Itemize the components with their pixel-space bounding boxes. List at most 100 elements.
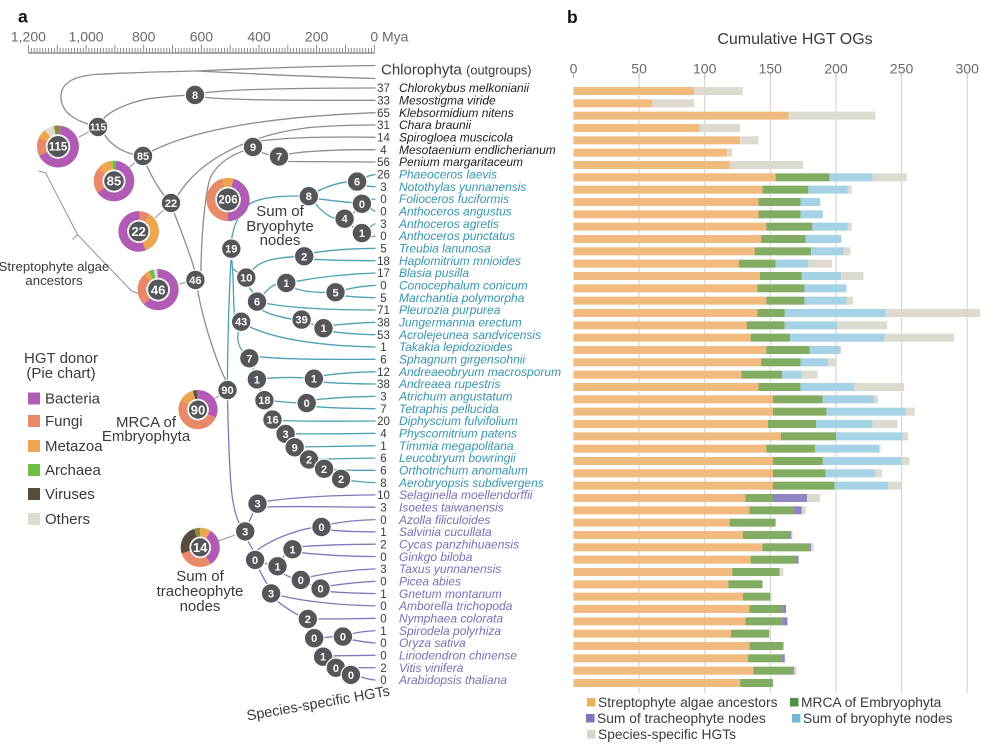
svg-text:Cycas panzhihuaensis: Cycas panzhihuaensis bbox=[399, 538, 519, 552]
svg-text:0: 0 bbox=[380, 207, 386, 219]
svg-text:Atrichum angustatum: Atrichum angustatum bbox=[398, 390, 512, 404]
svg-text:2: 2 bbox=[301, 251, 307, 263]
svg-text:Liriodendron chinense: Liriodendron chinense bbox=[399, 649, 517, 663]
svg-text:53: 53 bbox=[377, 330, 390, 342]
svg-text:2: 2 bbox=[338, 474, 344, 486]
svg-text:18: 18 bbox=[258, 395, 270, 407]
svg-text:37: 37 bbox=[377, 83, 390, 95]
svg-text:Vitis vinifera: Vitis vinifera bbox=[399, 661, 464, 675]
svg-text:3: 3 bbox=[380, 219, 386, 231]
svg-text:Azolla filiculoides: Azolla filiculoides bbox=[398, 513, 490, 527]
svg-text:38: 38 bbox=[377, 318, 390, 330]
svg-text:200: 200 bbox=[824, 61, 848, 77]
svg-text:71: 71 bbox=[377, 305, 390, 317]
svg-text:0: 0 bbox=[318, 522, 324, 534]
svg-text:12: 12 bbox=[377, 367, 390, 379]
svg-text:Archaea: Archaea bbox=[45, 462, 102, 479]
svg-text:115: 115 bbox=[49, 142, 68, 154]
svg-text:MRCA of Embryophyta: MRCA of Embryophyta bbox=[801, 695, 942, 710]
svg-text:Mesostigma viride: Mesostigma viride bbox=[399, 94, 496, 108]
svg-text:90: 90 bbox=[191, 402, 205, 417]
svg-text:600: 600 bbox=[190, 29, 214, 45]
svg-text:b: b bbox=[567, 7, 578, 27]
svg-text:6: 6 bbox=[380, 355, 386, 367]
svg-text:Isoetes taiwanensis: Isoetes taiwanensis bbox=[399, 501, 504, 515]
svg-text:17: 17 bbox=[377, 268, 390, 280]
svg-text:Aerobryopsis subdivergens: Aerobryopsis subdivergens bbox=[398, 476, 544, 490]
svg-text:3: 3 bbox=[380, 182, 386, 194]
svg-text:1: 1 bbox=[380, 626, 386, 638]
svg-text:0: 0 bbox=[380, 577, 386, 589]
svg-text:tracheophyte: tracheophyte bbox=[157, 583, 244, 600]
svg-text:Spirogloea muscicola: Spirogloea muscicola bbox=[399, 131, 513, 145]
svg-text:(Pie chart): (Pie chart) bbox=[26, 365, 95, 382]
svg-text:6: 6 bbox=[254, 297, 260, 309]
svg-text:Pleurozia purpurea: Pleurozia purpurea bbox=[399, 303, 501, 317]
svg-text:Marchantia polymorpha: Marchantia polymorpha bbox=[399, 291, 525, 305]
svg-text:90: 90 bbox=[221, 385, 233, 397]
svg-text:3: 3 bbox=[380, 564, 386, 576]
svg-text:Orthotrichum anomalum: Orthotrichum anomalum bbox=[399, 464, 528, 478]
svg-text:3: 3 bbox=[268, 588, 274, 600]
svg-text:2: 2 bbox=[321, 464, 327, 476]
svg-text:4: 4 bbox=[380, 145, 387, 157]
svg-text:0: 0 bbox=[318, 584, 324, 596]
svg-text:1: 1 bbox=[380, 527, 386, 539]
svg-text:Arabidopsis thaliana: Arabidopsis thaliana bbox=[398, 673, 507, 687]
svg-text:Timmia megapolitana: Timmia megapolitana bbox=[399, 439, 514, 453]
svg-text:Streptophyte algae: Streptophyte algae bbox=[0, 259, 109, 274]
svg-text:206: 206 bbox=[218, 195, 237, 207]
svg-text:0: 0 bbox=[380, 231, 386, 243]
svg-text:0: 0 bbox=[304, 398, 310, 410]
svg-text:Andreaeobryum macrosporum: Andreaeobryum macrosporum bbox=[398, 365, 561, 379]
svg-text:26: 26 bbox=[377, 170, 390, 182]
svg-text:20: 20 bbox=[377, 416, 390, 428]
svg-text:Fungi: Fungi bbox=[45, 413, 83, 430]
svg-text:46: 46 bbox=[189, 275, 201, 287]
svg-text:Leucobryum bowringii: Leucobryum bowringii bbox=[399, 451, 516, 465]
svg-text:Penium margaritaceum: Penium margaritaceum bbox=[399, 155, 523, 169]
svg-text:18: 18 bbox=[377, 256, 390, 268]
svg-text:7: 7 bbox=[246, 353, 252, 365]
svg-text:Takakia lepidozioides: Takakia lepidozioides bbox=[399, 340, 513, 354]
svg-text:2: 2 bbox=[380, 540, 386, 552]
svg-text:1: 1 bbox=[289, 544, 295, 556]
svg-text:1: 1 bbox=[254, 374, 260, 386]
svg-text:14: 14 bbox=[377, 133, 390, 145]
svg-text:0: 0 bbox=[380, 675, 386, 687]
svg-text:8: 8 bbox=[306, 191, 312, 203]
svg-text:150: 150 bbox=[759, 61, 783, 77]
svg-text:Bryophyte: Bryophyte bbox=[246, 218, 314, 235]
svg-text:0: 0 bbox=[311, 633, 317, 645]
svg-text:1,200: 1,200 bbox=[11, 29, 46, 45]
svg-text:22: 22 bbox=[131, 224, 145, 239]
svg-text:Chlorophyta (outgroups): Chlorophyta (outgroups) bbox=[381, 62, 532, 79]
svg-text:10: 10 bbox=[377, 490, 390, 502]
svg-text:1: 1 bbox=[359, 228, 365, 240]
svg-text:6: 6 bbox=[380, 466, 386, 478]
svg-text:Amborella trichopoda: Amborella trichopoda bbox=[398, 599, 513, 613]
svg-text:Sum of tracheophyte nodes: Sum of tracheophyte nodes bbox=[597, 711, 766, 726]
svg-text:Diphyscium fulvifolium: Diphyscium fulvifolium bbox=[399, 414, 518, 428]
svg-text:0: 0 bbox=[380, 194, 386, 206]
svg-text:8: 8 bbox=[192, 90, 198, 102]
svg-text:Others: Others bbox=[45, 511, 90, 528]
svg-text:7: 7 bbox=[380, 404, 386, 416]
svg-text:85: 85 bbox=[137, 151, 149, 163]
svg-text:100: 100 bbox=[693, 61, 717, 77]
svg-text:0: 0 bbox=[359, 199, 365, 211]
svg-text:Blasia pusilla: Blasia pusilla bbox=[399, 266, 469, 280]
svg-text:56: 56 bbox=[377, 157, 390, 169]
svg-text:Oryza sativa: Oryza sativa bbox=[399, 636, 466, 650]
svg-text:38: 38 bbox=[377, 379, 390, 391]
svg-text:3: 3 bbox=[380, 392, 386, 404]
svg-text:0: 0 bbox=[380, 638, 386, 650]
svg-text:0: 0 bbox=[380, 552, 386, 564]
svg-text:2: 2 bbox=[306, 455, 312, 467]
svg-text:0: 0 bbox=[570, 61, 578, 77]
svg-text:9: 9 bbox=[250, 142, 256, 154]
svg-text:43: 43 bbox=[235, 317, 247, 329]
svg-text:1: 1 bbox=[320, 652, 326, 664]
svg-text:4: 4 bbox=[380, 429, 387, 441]
svg-text:7: 7 bbox=[276, 152, 282, 164]
